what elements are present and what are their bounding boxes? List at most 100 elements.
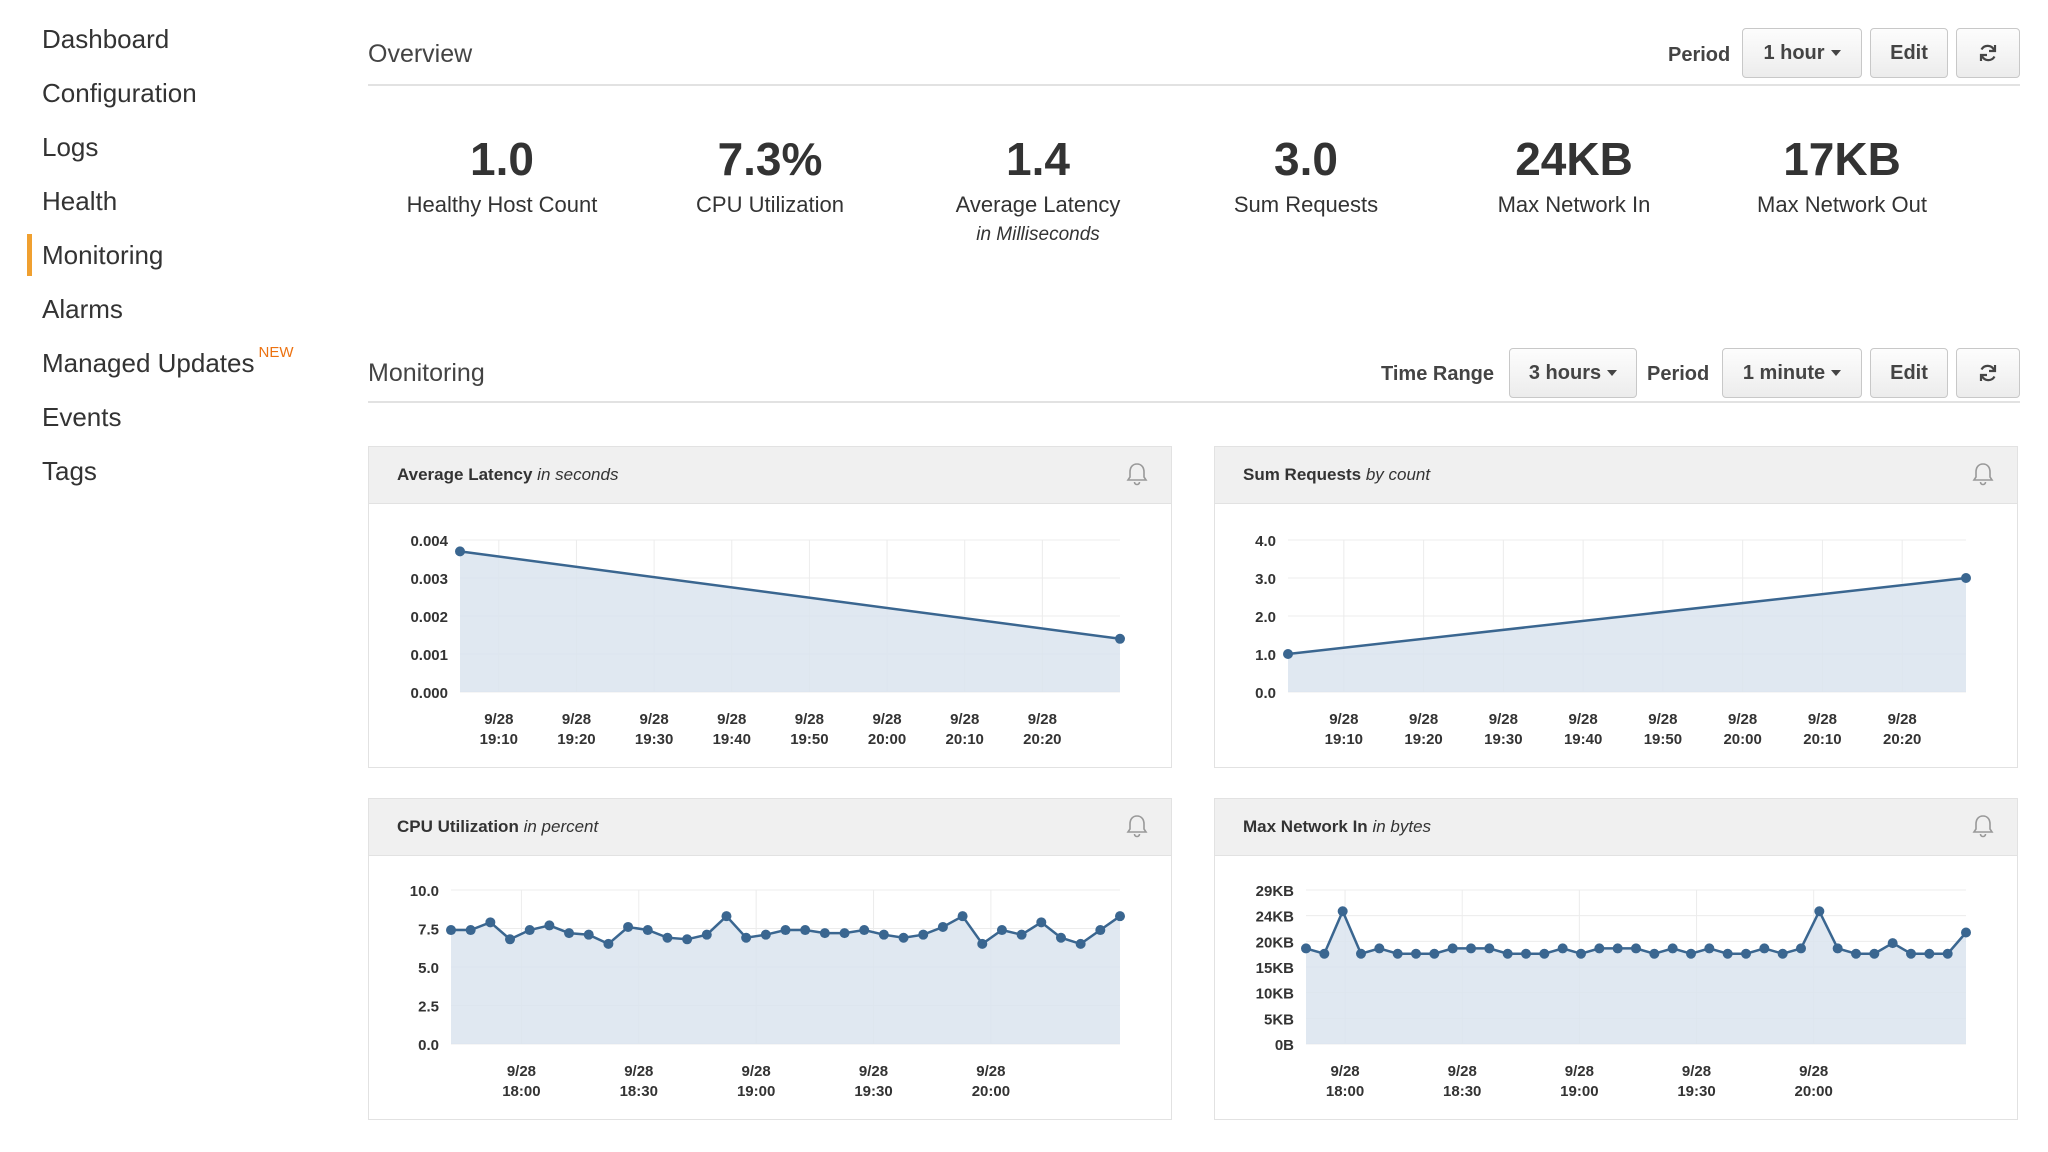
data-point <box>1283 649 1293 659</box>
sidebar-item-events[interactable]: Events <box>42 402 122 433</box>
data-point <box>1429 948 1440 959</box>
y-tick-label: 7.5 <box>418 922 439 939</box>
x-tick-date: 9/28 <box>1808 711 1837 728</box>
series-points <box>446 911 1125 949</box>
bell-icon[interactable] <box>1125 461 1149 487</box>
x-tick-time: 19:30 <box>854 1083 892 1100</box>
x-tick-time: 18:30 <box>620 1083 658 1100</box>
data-point <box>701 929 712 940</box>
x-tick-date: 9/28 <box>1565 1063 1594 1080</box>
bell-icon[interactable] <box>1971 461 1995 487</box>
monitoring-period-dropdown[interactable]: 1 minute <box>1722 348 1862 398</box>
data-point <box>455 546 465 557</box>
y-tick-label: 0.002 <box>410 609 448 626</box>
y-tick-label: 0.004 <box>410 533 448 550</box>
y-tick-label: 0.0 <box>418 1037 439 1054</box>
chart-title: Sum Requests <box>1243 465 1362 484</box>
x-tick-date: 9/28 <box>624 1063 653 1080</box>
x-tick-date: 9/28 <box>1330 1063 1359 1080</box>
time-range-dropdown[interactable]: 3 hours <box>1509 348 1637 398</box>
x-tick-date: 9/28 <box>742 1063 771 1080</box>
x-tick-time: 19:50 <box>790 731 828 748</box>
panel-header: CPU Utilization in percent <box>369 799 1171 856</box>
sidebar-item-configuration[interactable]: Configuration <box>42 78 197 109</box>
stat-average-latency: 1.4 Average Latency in Milliseconds <box>904 130 1172 246</box>
new-badge: NEW <box>258 344 294 361</box>
data-point <box>819 928 830 939</box>
data-point <box>1075 938 1086 949</box>
x-tick-date: 9/28 <box>1888 711 1917 728</box>
sidebar-item-dashboard[interactable]: Dashboard <box>42 24 169 55</box>
y-tick-label: 0.000 <box>410 685 448 702</box>
x-tick-time: 19:30 <box>1484 731 1522 748</box>
y-tick-label: 0.003 <box>410 571 448 588</box>
x-tick-time: 19:10 <box>1325 731 1363 748</box>
monitoring-title: Monitoring <box>368 359 485 387</box>
data-point <box>1631 943 1641 954</box>
sidebar: Dashboard Configuration Logs Health Moni… <box>0 0 330 1152</box>
sidebar-item-managed-updates[interactable]: Managed Updates NEW <box>42 344 293 379</box>
overview-refresh-button[interactable] <box>1956 28 2020 78</box>
overview-edit-button[interactable]: Edit <box>1870 28 1948 78</box>
y-tick-label: 2.5 <box>418 999 439 1016</box>
data-point <box>937 921 948 932</box>
stat-label: Average Latency <box>955 192 1121 217</box>
data-point <box>800 925 811 936</box>
stat-sum-requests: 3.0 Sum Requests <box>1172 130 1440 218</box>
x-tick-date: 9/28 <box>717 711 746 728</box>
data-point <box>524 925 535 936</box>
monitoring-edit-button[interactable]: Edit <box>1870 348 1948 398</box>
overview-period-dropdown[interactable]: 1 hour <box>1742 28 1862 78</box>
stat-cpu-utilization: 7.3% CPU Utilization <box>636 130 904 218</box>
bell-icon[interactable] <box>1971 813 1995 839</box>
sidebar-item-label: Configuration <box>42 78 197 108</box>
data-point <box>1356 948 1366 959</box>
sidebar-item-logs[interactable]: Logs <box>42 132 98 163</box>
y-tick-label: 3.0 <box>1255 571 1276 588</box>
data-point <box>839 928 850 939</box>
x-tick-time: 19:40 <box>713 731 751 748</box>
y-tick-label: 15KB <box>1256 960 1295 977</box>
data-point <box>1594 943 1605 954</box>
stat-label: Max Network Out <box>1757 192 1927 217</box>
sidebar-item-label: Tags <box>42 456 97 486</box>
x-tick-time: 19:40 <box>1564 731 1602 748</box>
data-point <box>1722 948 1733 959</box>
x-tick-date: 9/28 <box>795 711 824 728</box>
data-point <box>544 920 555 931</box>
stat-healthy-host-count: 1.0 Healthy Host Count <box>368 130 636 218</box>
sidebar-item-label: Events <box>42 402 122 432</box>
data-point <box>564 928 575 939</box>
y-tick-label: 20KB <box>1256 934 1295 951</box>
data-point <box>996 925 1007 936</box>
x-tick-date: 9/28 <box>1329 711 1358 728</box>
bell-icon[interactable] <box>1125 813 1149 839</box>
stat-value: 24KB <box>1515 133 1633 185</box>
data-point <box>1961 927 1971 938</box>
data-point <box>1961 573 1971 583</box>
max-network-in-chart: 0B 5KB 10KB 15KB 20KB 24KB 29KB 9/28 18:00 9/28 18… <box>1256 883 1971 1100</box>
monitoring-refresh-button[interactable] <box>1956 348 2020 398</box>
data-point <box>505 934 516 945</box>
data-point <box>1796 943 1806 954</box>
x-tick-time: 19:20 <box>557 731 595 748</box>
x-tick-date: 9/28 <box>1799 1063 1828 1080</box>
sidebar-item-alarms[interactable]: Alarms <box>42 294 123 325</box>
chart-subtitle: in seconds <box>537 465 619 484</box>
data-point <box>1942 948 1953 959</box>
data-point <box>583 929 594 940</box>
data-point <box>1667 943 1678 954</box>
sidebar-item-tags[interactable]: Tags <box>42 456 97 487</box>
x-tick-time: 20:00 <box>972 1083 1010 1100</box>
x-tick-date: 9/28 <box>507 1063 536 1080</box>
x-tick-date: 9/28 <box>1448 1063 1477 1080</box>
data-point <box>898 932 909 943</box>
series-line <box>1287 576 1967 656</box>
sidebar-item-monitoring[interactable]: Monitoring <box>26 234 163 276</box>
caret-down-icon <box>1607 370 1618 376</box>
x-tick-time: 18:00 <box>1326 1083 1364 1100</box>
chart-panel-sum-requests: Sum Requests by count 0.0 1.0 2.0 3.0 4.0 9/2… <box>1214 446 2018 768</box>
data-point <box>623 921 634 932</box>
y-tick-label: 2.0 <box>1255 609 1276 626</box>
sidebar-item-health[interactable]: Health <box>42 186 117 217</box>
